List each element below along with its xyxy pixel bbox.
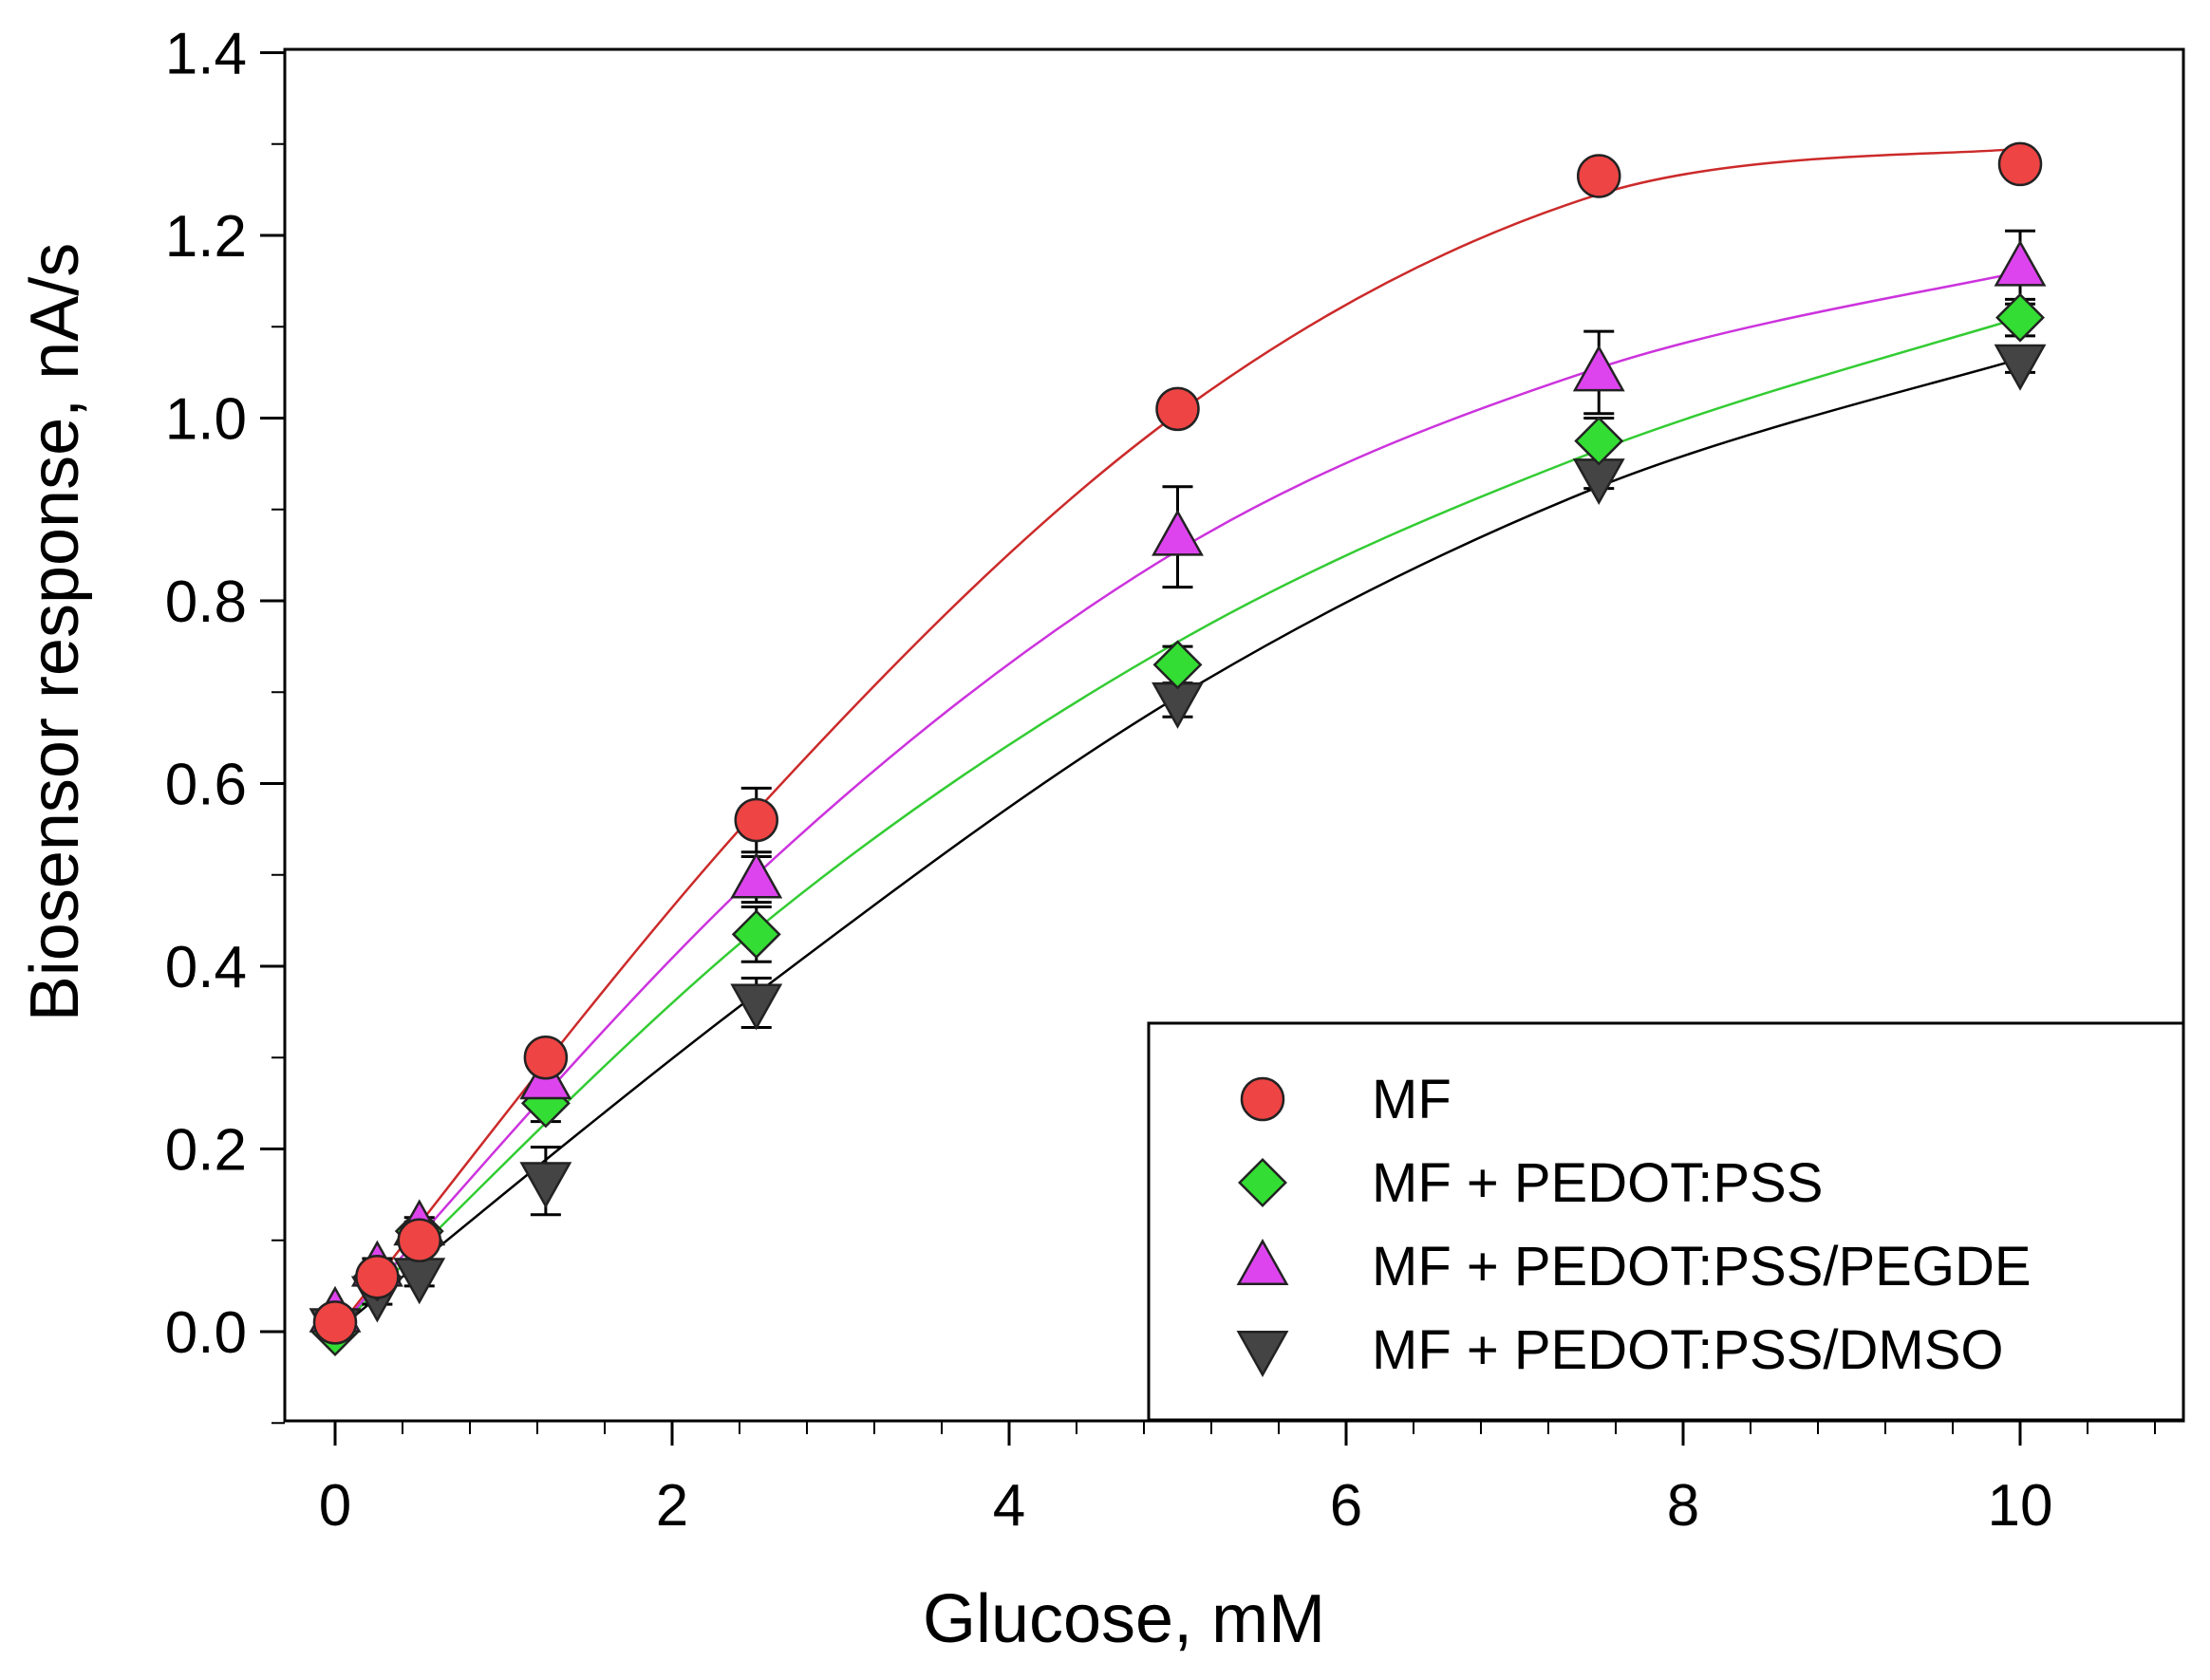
- data-point-circle: [312, 1300, 358, 1345]
- data-point-diamond: [1574, 416, 1624, 466]
- data-point-circle: [1155, 386, 1200, 432]
- legend-label: MF: [1372, 1069, 1451, 1130]
- data-point-circle: [397, 1218, 441, 1262]
- x-tick-label: 4: [993, 1473, 1025, 1539]
- x-tick-label: 10: [1988, 1473, 2053, 1539]
- x-axis-title: Glucose, mM: [923, 1581, 1325, 1657]
- fit-curve-2: [334, 271, 2021, 1333]
- data-point-circle: [523, 1036, 569, 1080]
- x-tick-label: 6: [1330, 1473, 1362, 1539]
- y-tick-label: 0.4: [165, 935, 247, 1000]
- legend-label: MF + PEDOT:PSS/PEGDE: [1372, 1236, 2032, 1297]
- data-points: [309, 141, 2047, 1356]
- data-point-circle: [1577, 154, 1621, 198]
- data-point-diamond: [1995, 292, 2045, 343]
- data-point-triangle-down: [730, 983, 783, 1031]
- y-tick-label: 0.2: [165, 1118, 247, 1184]
- legend-box: [1147, 1021, 2185, 1422]
- axis-ticks: 0 2 4 6 8 10 0.0 0.2 0.4 0.6 0.8 1.0 1.2 1.4: [165, 22, 2156, 1539]
- fit-curve-1: [334, 316, 2021, 1333]
- x-tick-label: 0: [319, 1473, 351, 1539]
- legend: MF MF + PEDOT:PSS MF + PEDOT:PSS/PEGDE MF +…: [1147, 1021, 2185, 1422]
- y-tick-label: 0.0: [165, 1300, 247, 1366]
- data-point-circle: [734, 797, 778, 843]
- data-point-triangle-down: [393, 1258, 446, 1305]
- y-tick-label: 1.4: [165, 22, 247, 87]
- data-point-triangle-up: [1994, 239, 2047, 287]
- data-point-diamond: [1152, 640, 1203, 690]
- data-point-triangle-up: [730, 851, 783, 899]
- legend-marker-triangle-up: [1236, 1239, 1289, 1285]
- y-tick-label: 0.6: [165, 753, 247, 818]
- legend-marker-diamond: [1238, 1158, 1287, 1207]
- y-tick-label: 1.0: [165, 387, 247, 453]
- data-point-triangle-down: [519, 1162, 572, 1209]
- legend-marker-circle: [1240, 1076, 1285, 1122]
- legend-label: MF + PEDOT:PSS/DMSO: [1372, 1319, 2004, 1381]
- data-point-triangle-up: [1572, 345, 1625, 392]
- data-point-triangle-down: [1994, 344, 2047, 391]
- y-tick-label: 0.8: [165, 569, 247, 635]
- legend-label: MF + PEDOT:PSS: [1372, 1152, 1823, 1214]
- data-point-circle: [355, 1255, 400, 1299]
- legend-marker-triangle-down: [1236, 1331, 1289, 1377]
- data-point-triangle-down: [1152, 681, 1204, 729]
- y-axis-title: Biosensor response, nA/s: [17, 243, 93, 1021]
- y-tick-label: 1.2: [165, 204, 247, 270]
- fit-curve-0: [334, 147, 2021, 1333]
- x-tick-label: 2: [656, 1473, 688, 1539]
- data-point-circle: [1997, 141, 2043, 187]
- data-point-triangle-up: [1152, 509, 1204, 556]
- x-tick-label: 8: [1667, 1473, 1699, 1539]
- data-point-diamond: [731, 909, 781, 960]
